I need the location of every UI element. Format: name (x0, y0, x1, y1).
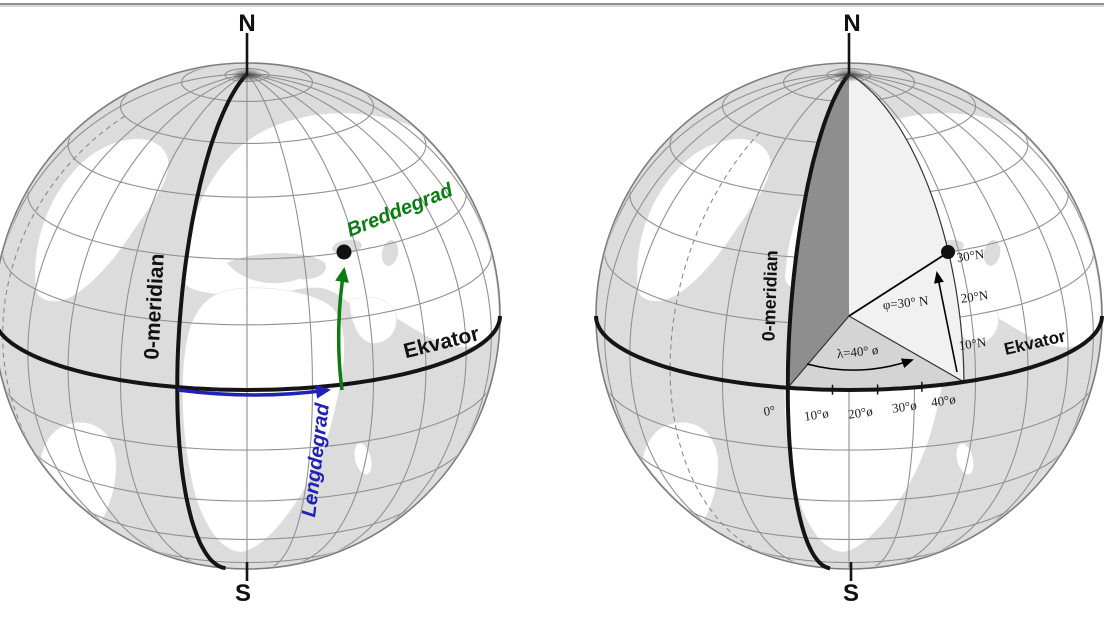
top-border (0, 3, 1104, 5)
phi-angle-arc (934, 271, 958, 373)
wedge-light-face (849, 74, 964, 382)
longitude-tick-10: 10°ø (803, 405, 830, 423)
left-north-pole-label: N (238, 10, 255, 37)
wedge-meridian-outline (848, 73, 965, 382)
lambda-angle-arc (806, 358, 914, 371)
right-dashed-meridian (669, 132, 761, 553)
longitude-arrow (177, 384, 331, 399)
latitude-tick-20n: 20°N (960, 287, 990, 306)
right-pole-shading (833, 68, 865, 82)
longitude-tick-40: 40°ø (930, 391, 957, 409)
sea-mediterranean (227, 253, 326, 284)
landmass-arabia (349, 296, 397, 344)
latitude-tick-10n: 10°N (958, 334, 988, 353)
left-equator-line (0, 315, 502, 393)
sector-left-edge (787, 315, 850, 389)
right-location-dot (941, 245, 955, 259)
phi-angle-label: φ=30° N (882, 293, 930, 313)
right-prime-meridian-label: 0-meridian (758, 250, 781, 342)
landmass-africa (182, 287, 345, 553)
right-south-pole-label: S (843, 580, 859, 607)
right-prime-meridian-line (785, 72, 851, 571)
equator-degree-ticks (831, 381, 923, 395)
longitude-tick-20: 20°ø (847, 403, 874, 421)
left-location-dot (336, 244, 352, 260)
wedge-sector-face (787, 316, 964, 390)
right-north-pole-label: N (843, 10, 860, 37)
left-globe: N S 0-meridian Ekvator Breddegrad Lengde… (0, 10, 502, 607)
right-globe: N S 0-meridian Ekvator φ=30° N λ=40° ø 3… (594, 10, 1104, 607)
landmass-north-america (34, 138, 169, 302)
left-south-pole-label: S (235, 580, 251, 607)
sector-right-edge (848, 315, 965, 383)
longitude-tick-0: 0° (763, 402, 777, 418)
lambda-angle-label: λ=40° ø (836, 342, 879, 361)
latitude-tick-30n: 30°N (956, 246, 986, 265)
left-dashed-meridian (2, 115, 126, 487)
right-equator-line (594, 315, 1104, 393)
left-prime-meridian-label: 0-meridian (140, 253, 169, 360)
radius-to-point-line (848, 251, 949, 317)
latitude-arrow (335, 267, 349, 391)
left-prime-meridian-line (175, 72, 249, 571)
sea-caspian (381, 240, 399, 266)
longitude-tick-30: 30°ø (891, 397, 918, 415)
wedge-dark-face (787, 74, 849, 388)
